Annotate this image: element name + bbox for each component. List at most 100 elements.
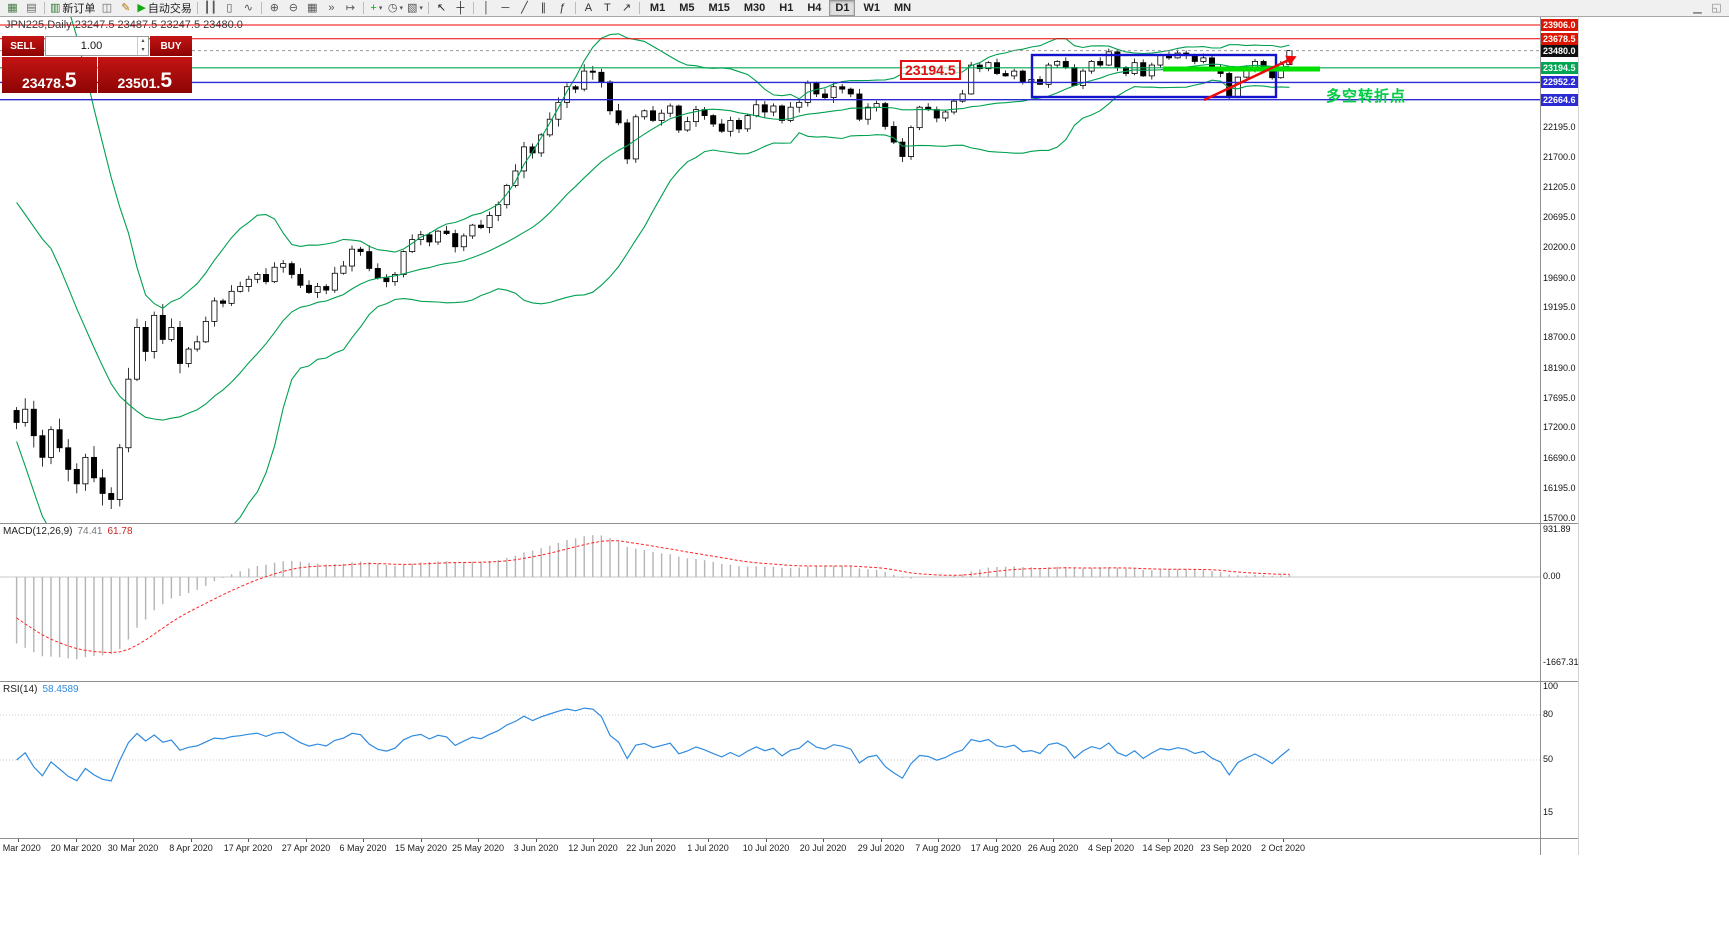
candle[interactable] — [1200, 57, 1207, 62]
candle[interactable] — [168, 327, 175, 340]
trendline-icon[interactable]: ╱ — [515, 0, 534, 16]
timeframe-w1[interactable]: W1 — [857, 0, 886, 16]
macd-indicator-panel[interactable] — [0, 523, 1540, 681]
candle[interactable] — [538, 134, 545, 154]
candle[interactable] — [761, 104, 768, 113]
candle[interactable] — [202, 320, 209, 343]
candle[interactable] — [1080, 70, 1087, 86]
timeframe-h4[interactable]: H4 — [801, 0, 827, 16]
candle[interactable] — [1226, 73, 1233, 97]
candle[interactable] — [598, 71, 605, 83]
templates-icon[interactable]: ▧ ▾ — [405, 0, 425, 16]
volume-value[interactable]: 1.00 — [80, 40, 103, 52]
candle[interactable] — [796, 101, 803, 108]
candle[interactable] — [985, 62, 992, 70]
candle[interactable] — [968, 64, 975, 95]
candle[interactable] — [890, 126, 897, 143]
time-label[interactable]: 22 Jun 2020 — [626, 843, 676, 853]
candle[interactable] — [1209, 57, 1216, 68]
time-label[interactable]: 2 Oct 2020 — [1260, 843, 1306, 853]
candle[interactable] — [1191, 55, 1198, 62]
candle[interactable] — [366, 251, 373, 269]
time-label[interactable]: 3 Jun 2020 — [513, 843, 559, 853]
sell-button[interactable]: SELL — [2, 36, 44, 56]
price-annotation-label[interactable]: 23194.5 — [900, 60, 961, 80]
bar-chart-icon[interactable]: ┃┃ — [201, 0, 220, 16]
candle[interactable] — [1140, 62, 1147, 77]
bollinger-upper[interactable] — [17, 17, 1290, 309]
candle[interactable] — [607, 81, 614, 112]
candle[interactable] — [865, 106, 872, 120]
time-label[interactable]: 12 Jun 2020 — [568, 843, 618, 853]
candle[interactable] — [529, 146, 536, 154]
fibonacci-icon[interactable]: ƒ — [553, 0, 572, 16]
candle[interactable] — [254, 274, 261, 280]
candle[interactable] — [22, 408, 29, 423]
candle[interactable] — [391, 274, 398, 283]
timeframe-m30[interactable]: M30 — [738, 0, 771, 16]
turning-point-note[interactable]: 多空转折点 — [1326, 88, 1407, 105]
candle[interactable] — [176, 327, 183, 364]
candle[interactable] — [564, 86, 571, 103]
candle[interactable] — [1234, 76, 1241, 97]
chart-shift-icon[interactable]: ↦ — [341, 0, 360, 16]
channel-icon[interactable]: ∥ — [534, 0, 553, 16]
volume-decrease-button[interactable]: ▾ — [141, 47, 145, 53]
candle[interactable] — [271, 266, 278, 283]
candle[interactable] — [245, 278, 252, 287]
candle[interactable] — [693, 109, 700, 123]
label-icon[interactable]: T — [598, 0, 617, 16]
candle[interactable] — [555, 101, 562, 120]
candle[interactable] — [1019, 70, 1026, 83]
time-label[interactable]: 17 Apr 2020 — [223, 843, 273, 853]
candle[interactable] — [262, 274, 269, 283]
candle[interactable] — [13, 410, 20, 423]
candle[interactable] — [159, 314, 166, 340]
candle[interactable] — [632, 116, 639, 160]
candle[interactable] — [641, 110, 648, 118]
candle[interactable] — [589, 70, 596, 73]
arrows-icon[interactable]: ↗ — [617, 0, 636, 16]
candle[interactable] — [951, 100, 958, 113]
candle[interactable] — [237, 286, 244, 292]
time-label[interactable]: 6 May 2020 — [339, 843, 387, 853]
candle[interactable] — [125, 378, 132, 449]
time-label[interactable]: 23 Sep 2020 — [1200, 843, 1252, 853]
candle[interactable] — [787, 106, 794, 121]
chart-window-icon[interactable]: ◫ — [97, 0, 116, 16]
candle[interactable] — [675, 105, 682, 131]
tile-windows-icon[interactable]: ▦ — [303, 0, 322, 16]
candle[interactable] — [91, 456, 98, 479]
periods-icon[interactable]: ◷ ▾ — [386, 0, 405, 16]
candle[interactable] — [1097, 61, 1104, 66]
candle[interactable] — [280, 263, 287, 268]
time-label[interactable]: 27 Apr 2020 — [281, 843, 331, 853]
timeframe-m15[interactable]: M15 — [702, 0, 735, 16]
candle[interactable] — [99, 477, 106, 494]
candle[interactable] — [1088, 61, 1095, 72]
candle[interactable] — [331, 272, 338, 291]
candle[interactable] — [1011, 70, 1018, 77]
candle[interactable] — [736, 120, 743, 130]
timeframe-mn[interactable]: MN — [888, 0, 917, 16]
buy-button[interactable]: BUY — [150, 36, 192, 56]
candle[interactable] — [194, 341, 201, 350]
zoom-in-icon[interactable]: ⊕ — [265, 0, 284, 16]
candle[interactable] — [357, 248, 364, 252]
candle[interactable] — [667, 105, 674, 114]
time-label[interactable]: 7 Aug 2020 — [915, 843, 961, 853]
candle[interactable] — [933, 109, 940, 119]
bid-price[interactable]: 23478. 5 — [2, 57, 97, 93]
time-label[interactable]: 20 Mar 2020 — [50, 843, 102, 853]
candle[interactable] — [1157, 55, 1164, 66]
candle[interactable] — [873, 103, 880, 108]
panel-splitter[interactable] — [0, 681, 1578, 682]
candle[interactable] — [847, 88, 854, 95]
candle[interactable] — [82, 456, 89, 485]
candle[interactable] — [340, 265, 347, 274]
auto-scroll-icon[interactable]: » — [322, 0, 341, 16]
candle[interactable] — [572, 86, 579, 90]
candle[interactable] — [718, 123, 725, 132]
candle[interactable] — [856, 93, 863, 120]
volume-increase-button[interactable]: ▴ — [141, 38, 145, 44]
